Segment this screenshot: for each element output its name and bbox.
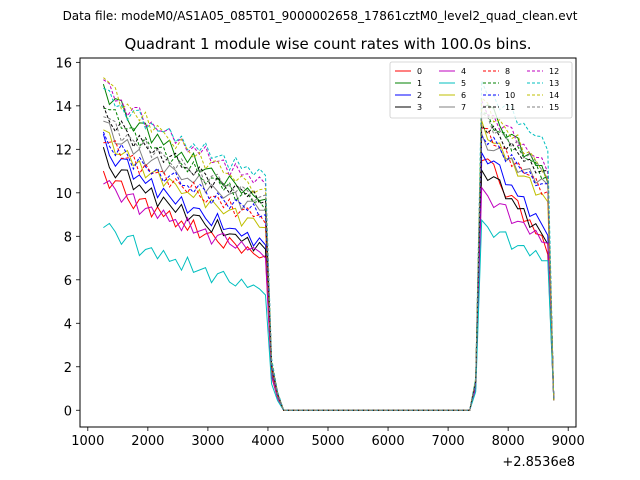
series-line-12: [103, 79, 555, 411]
y-tick-label: 16: [55, 56, 72, 71]
legend-label: 12: [549, 67, 559, 76]
y-tick-label: 10: [55, 187, 72, 202]
x-tick-label: 6000: [372, 434, 405, 449]
y-tick-label: 0: [64, 404, 72, 419]
x-tick-label: 1000: [71, 434, 104, 449]
x-tick-label: 8000: [492, 434, 525, 449]
x-axis: 1000 2000 3000 4000 5000 6000 7000 8000 9000: [71, 427, 585, 449]
series-line-15: [103, 112, 555, 411]
legend-label: 7: [461, 103, 466, 112]
x-tick-label: 4000: [251, 434, 284, 449]
legend-label: 13: [549, 79, 559, 88]
series-line-13: [103, 80, 555, 411]
legend-label: 4: [461, 67, 466, 76]
series-line-9: [103, 107, 555, 411]
series-line-11: [102, 105, 555, 411]
legend-label: 2: [417, 91, 422, 100]
x-tick-label: 3000: [191, 434, 224, 449]
legend-frame: [389, 61, 573, 119]
x-tick-label: 9000: [552, 434, 585, 449]
legend-label: 14: [549, 91, 559, 100]
x-tick-label: 5000: [311, 434, 344, 449]
y-tick-label: 4: [64, 317, 72, 332]
series-line-14: [103, 77, 555, 411]
legend-label: 9: [505, 79, 510, 88]
legend-label: 6: [461, 91, 466, 100]
y-tick-label: 6: [64, 274, 72, 289]
series-line-3: [102, 147, 555, 411]
plot-lines: [102, 77, 555, 411]
suptitle: Data file: modeM0/AS1A05_085T01_90000026…: [63, 9, 578, 23]
legend-label: 3: [417, 103, 422, 112]
y-tick-label: 2: [64, 361, 72, 376]
legend-label: 11: [505, 103, 515, 112]
series-line-5: [103, 218, 555, 411]
x-offset-label: +2.8536e8: [502, 455, 575, 470]
chart-title: Quadrant 1 module wise count rates with …: [124, 35, 531, 53]
legend-label: 10: [505, 91, 515, 100]
legend-label: 1: [417, 79, 422, 88]
legend-label: 0: [417, 67, 422, 76]
y-axis: 0 2 4 6 8 10 12 14 16: [55, 56, 80, 419]
legend-label: 8: [505, 67, 510, 76]
x-tick-label: 2000: [131, 434, 164, 449]
legend-label: 5: [461, 79, 466, 88]
y-tick-label: 14: [55, 100, 72, 115]
y-tick-label: 8: [64, 230, 72, 245]
legend-label: 15: [549, 103, 559, 112]
x-tick-label: 7000: [432, 434, 465, 449]
series-line-4: [103, 179, 555, 411]
y-tick-label: 12: [55, 143, 72, 158]
series-line-2: [102, 133, 555, 411]
series-line-10: [102, 131, 555, 411]
